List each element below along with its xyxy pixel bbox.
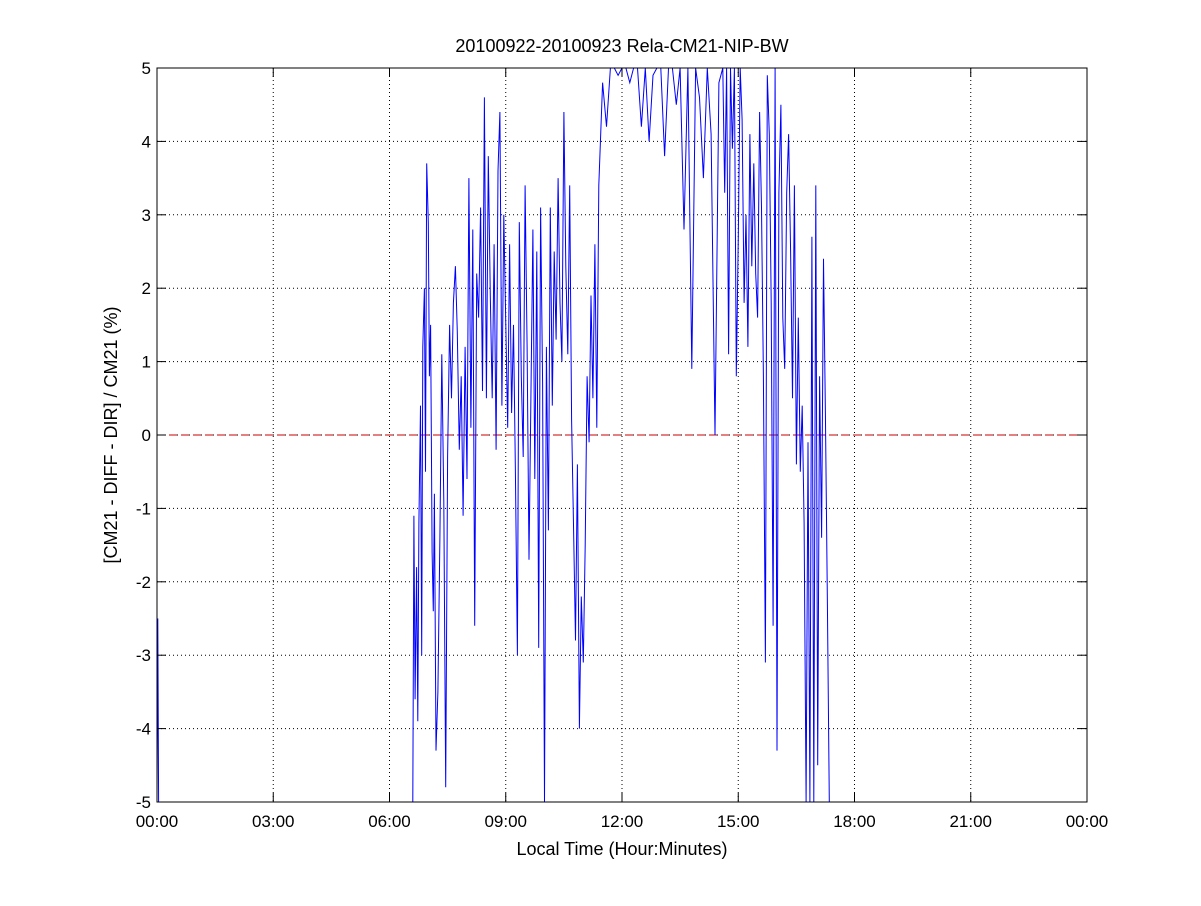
x-tick-labels: 00:00 03:00 06:00 09:00 12:00 15:00 18:00 21:00…	[136, 812, 1109, 831]
y-tick-label: -5	[136, 793, 151, 812]
ticks	[156, 67, 1088, 803]
y-tick-label: 2	[142, 279, 151, 298]
y-tick-label: 4	[142, 132, 151, 151]
series-line	[156, 67, 830, 803]
x-axis-label: Local Time (Hour:Minutes)	[516, 839, 727, 859]
y-tick-label: -2	[136, 573, 151, 592]
x-tick-label: 00:00	[136, 812, 179, 831]
x-tick-label: 15:00	[717, 812, 760, 831]
x-tick-label: 09:00	[484, 812, 527, 831]
y-tick-label: 0	[142, 426, 151, 445]
x-tick-label: 00:00	[1066, 812, 1109, 831]
x-tick-label: 06:00	[368, 812, 411, 831]
series-layer	[156, 67, 830, 803]
y-tick-label: 3	[142, 206, 151, 225]
y-tick-label: 1	[142, 353, 151, 372]
y-tick-label: -1	[136, 499, 151, 518]
x-tick-label: 18:00	[833, 812, 876, 831]
x-tick-label: 03:00	[252, 812, 295, 831]
y-tick-label: 5	[142, 59, 151, 78]
chart-title: 20100922-20100923 Rela-CM21-NIP-BW	[455, 36, 788, 56]
y-tick-labels: -5 -4 -3 -2 -1 0 1 2 3 4 5	[136, 59, 151, 812]
x-tick-label: 21:00	[949, 812, 992, 831]
x-tick-label: 12:00	[601, 812, 644, 831]
grid	[157, 68, 1087, 802]
y-tick-label: -4	[136, 720, 151, 739]
y-tick-label: -3	[136, 646, 151, 665]
y-axis-label: [CM21 - DIFF - DIR] / CM21 (%)	[101, 306, 121, 563]
